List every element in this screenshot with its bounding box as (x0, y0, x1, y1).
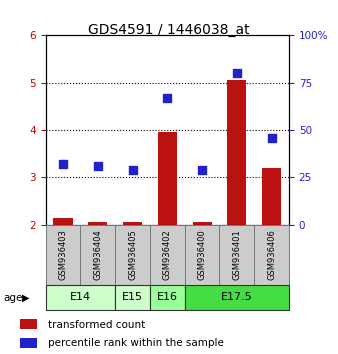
Bar (158, 132, 177, 225)
Point (130, 167, 135, 173)
Text: transformed count: transformed count (48, 320, 145, 330)
Bar (185, 285, 289, 310)
Text: GSM936400: GSM936400 (198, 229, 207, 280)
Bar (53, 218, 73, 225)
Text: E16: E16 (157, 292, 178, 302)
Point (269, 135, 274, 141)
Text: GSM936401: GSM936401 (232, 229, 241, 280)
Text: GDS4591 / 1446038_at: GDS4591 / 1446038_at (88, 23, 250, 37)
Bar (254, 225, 289, 285)
Text: age: age (3, 293, 23, 303)
Bar (80, 225, 115, 285)
Bar (46, 285, 115, 310)
Point (165, 95, 170, 101)
Point (199, 167, 205, 173)
Bar (185, 225, 219, 285)
Bar (150, 225, 185, 285)
Bar (46, 225, 80, 285)
Text: E14: E14 (70, 292, 91, 302)
Text: E17.5: E17.5 (221, 292, 253, 302)
Bar (123, 222, 142, 225)
Text: E15: E15 (122, 292, 143, 302)
Text: percentile rank within the sample: percentile rank within the sample (48, 338, 224, 348)
Bar (20, 319, 37, 329)
Bar (219, 225, 254, 285)
Bar (20, 338, 37, 348)
Point (60, 161, 66, 167)
Text: GSM936404: GSM936404 (93, 229, 102, 280)
Bar (115, 225, 150, 285)
Text: GSM936406: GSM936406 (267, 229, 276, 280)
Bar (150, 285, 185, 310)
Bar (115, 285, 150, 310)
Text: GSM936405: GSM936405 (128, 229, 137, 280)
Point (95, 163, 100, 169)
Point (234, 70, 240, 76)
Text: ▶: ▶ (22, 293, 29, 303)
Bar (88, 222, 107, 225)
Text: GSM936402: GSM936402 (163, 229, 172, 280)
Bar (227, 80, 246, 225)
Bar (193, 222, 212, 225)
Bar (262, 168, 281, 225)
Text: GSM936403: GSM936403 (58, 229, 68, 280)
